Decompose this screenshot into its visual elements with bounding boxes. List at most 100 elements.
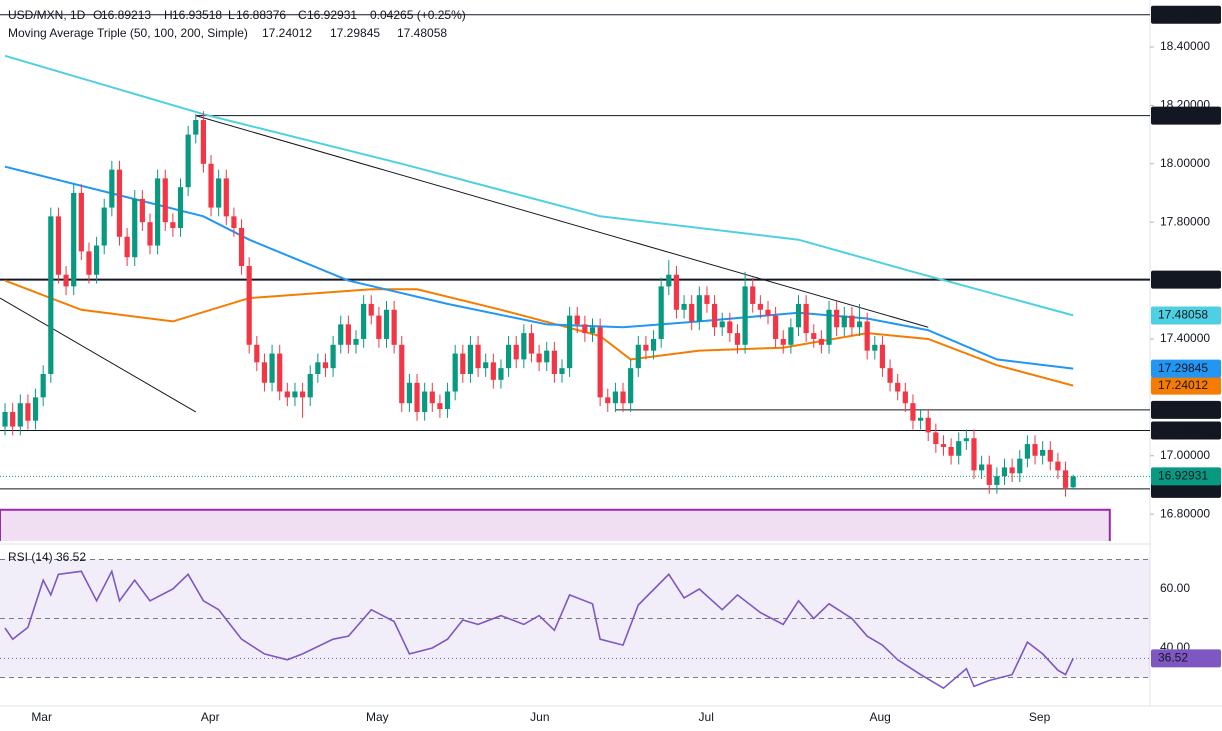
candle-body xyxy=(933,432,939,445)
candle-body xyxy=(704,295,710,304)
candle-body xyxy=(643,344,649,351)
candle-body xyxy=(567,315,573,369)
candle-body xyxy=(818,338,824,345)
candle-body xyxy=(727,321,733,334)
candle-body xyxy=(574,315,580,325)
y-tick-label: 17.40000 xyxy=(1160,331,1210,345)
candle-body xyxy=(681,303,687,310)
candle-body xyxy=(1047,449,1053,462)
x-tick-label: Mar xyxy=(31,710,52,724)
candle-body xyxy=(162,178,168,223)
candle-body xyxy=(1040,449,1046,456)
candle-body xyxy=(1062,470,1069,488)
candle-body xyxy=(879,344,886,369)
zone xyxy=(0,508,1111,541)
candle-body xyxy=(139,198,145,223)
price-tag-label: 17.6031 xyxy=(1158,272,1202,286)
candle-body xyxy=(605,397,611,404)
candle-body xyxy=(986,464,992,485)
candle-body xyxy=(93,245,100,275)
x-tick-label: Apr xyxy=(201,710,220,724)
price-tag-label: 17.08658 xyxy=(1158,423,1208,437)
candle-body xyxy=(55,216,62,275)
candle-body xyxy=(490,362,496,380)
price-tag xyxy=(1151,5,1221,24)
candle-body xyxy=(711,303,718,328)
candle-body xyxy=(887,368,893,383)
candle-body xyxy=(864,321,870,351)
candle-body xyxy=(1024,444,1030,459)
candle-body xyxy=(101,207,107,246)
candle-body xyxy=(956,441,962,456)
candle-body xyxy=(582,324,588,334)
price-tag-label: 18.16511 xyxy=(1158,108,1207,122)
candle-body xyxy=(216,178,222,208)
candle-body xyxy=(10,411,16,427)
price-tag-label: 17.29845 xyxy=(1158,361,1208,375)
candle-body xyxy=(193,119,199,135)
price-tag xyxy=(1151,421,1221,440)
candle-body xyxy=(170,222,176,229)
candle-body xyxy=(32,397,39,421)
ohlc-prefix: H xyxy=(164,8,173,22)
candle-body xyxy=(795,303,802,328)
candle-body xyxy=(612,391,618,404)
ma-value: 17.29845 xyxy=(330,26,380,40)
candle-body xyxy=(856,321,863,328)
candle-body xyxy=(902,391,908,404)
candle-body xyxy=(650,338,657,351)
candle-body xyxy=(666,274,672,287)
candle-body xyxy=(376,315,382,339)
price-tag xyxy=(1151,649,1221,668)
candle-body xyxy=(200,119,207,164)
candle-body xyxy=(246,265,252,345)
candle-body xyxy=(773,315,779,339)
candle-body xyxy=(811,333,817,339)
candle-body xyxy=(971,438,977,471)
candle-body xyxy=(109,169,115,208)
candle-body xyxy=(1032,444,1038,456)
y-tick-label: 16.80000 xyxy=(1160,506,1210,520)
candle-body xyxy=(696,295,702,322)
candle-body xyxy=(429,391,435,404)
ma-line xyxy=(4,165,1074,370)
candle-body xyxy=(460,353,466,374)
candle-body xyxy=(1009,467,1015,474)
candle-body xyxy=(994,476,1000,485)
candle-body xyxy=(269,353,275,383)
candle-body xyxy=(391,309,397,345)
y-tick-label: 17.80000 xyxy=(1160,214,1210,228)
candle-body xyxy=(338,324,344,345)
candle-body xyxy=(155,178,161,246)
candle-body xyxy=(1070,476,1076,488)
candle-body xyxy=(536,353,542,363)
candle-body xyxy=(673,274,680,310)
candle-body xyxy=(124,236,130,258)
ohlc-prefix: C xyxy=(298,8,307,22)
price-tag xyxy=(1151,106,1221,125)
candle-body xyxy=(399,344,405,404)
candle-body xyxy=(261,362,268,383)
price-tag xyxy=(1151,400,1221,419)
rsi-line xyxy=(4,569,1074,690)
ma-value: 17.48058 xyxy=(397,26,447,40)
candle-body xyxy=(780,338,786,345)
price-tag-label: 17.24012 xyxy=(1158,378,1208,392)
x-tick-label: Jul xyxy=(699,710,714,724)
candle-body xyxy=(330,344,336,369)
candle-body xyxy=(559,368,565,374)
candle-body xyxy=(147,222,153,246)
price-tag-label: 17.48058 xyxy=(1158,308,1208,322)
candle-body xyxy=(315,362,321,374)
candle-body xyxy=(116,169,123,237)
candle-body xyxy=(528,333,535,354)
candle-body xyxy=(689,303,695,322)
candle-body xyxy=(628,368,634,404)
candle-body xyxy=(383,309,390,339)
x-tick-label: Aug xyxy=(869,710,890,724)
candle-body xyxy=(277,353,283,392)
candle-body xyxy=(78,192,84,252)
candle-body xyxy=(475,344,481,369)
candle-body xyxy=(734,333,741,345)
